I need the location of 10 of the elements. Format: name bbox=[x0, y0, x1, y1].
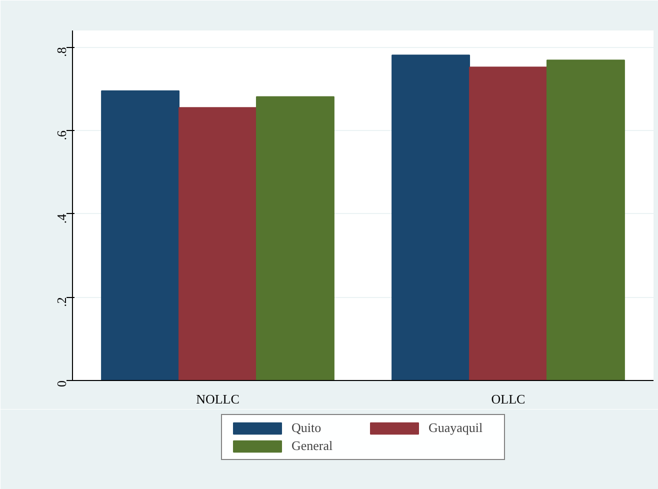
legend-label: Guayaquil bbox=[428, 420, 484, 436]
y-tick-label: .6 bbox=[54, 130, 69, 140]
x-tick-label: NOLLC bbox=[196, 392, 240, 406]
legend-label: Quito bbox=[292, 420, 322, 436]
y-tick-label: .4 bbox=[54, 213, 69, 224]
y-tick-label: .2 bbox=[54, 297, 69, 307]
y-tick-label: 0 bbox=[54, 380, 69, 387]
x-tick-label: OLLC bbox=[491, 392, 526, 406]
y-tick-label: .8 bbox=[54, 47, 69, 57]
legend-label: General bbox=[292, 438, 334, 454]
